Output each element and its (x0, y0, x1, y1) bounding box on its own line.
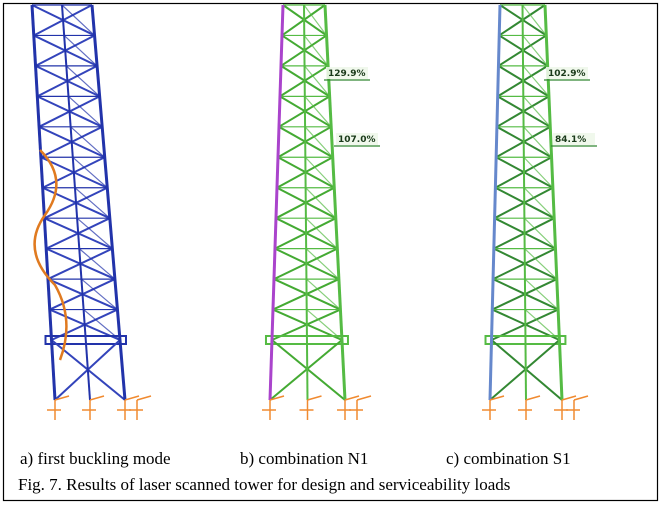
brace (73, 157, 107, 187)
brace (81, 279, 117, 309)
leg (545, 5, 562, 400)
annotation: 102.9% (548, 69, 586, 79)
leg (270, 5, 283, 400)
brace (64, 35, 97, 65)
brace (305, 66, 330, 96)
brace (79, 249, 115, 279)
brace (525, 279, 558, 309)
leg (490, 5, 500, 400)
brace (62, 5, 95, 35)
panel-label: a) first buckling mode (20, 449, 171, 468)
annotation: 107.0% (338, 135, 376, 145)
brace (68, 96, 102, 126)
panel-label: b) combination N1 (240, 449, 368, 468)
figure-caption: Fig. 7. Results of laser scanned tower f… (18, 475, 510, 494)
brace (523, 35, 548, 65)
brace (523, 96, 550, 126)
brace (524, 218, 555, 248)
brace (306, 249, 339, 279)
brace (305, 127, 333, 157)
figure: 129.9% 107.0% 102.9% 84.1% a) first bucklin… (0, 0, 662, 505)
support-arrow (90, 396, 104, 400)
brace (272, 340, 345, 400)
brace (304, 5, 327, 35)
brace (306, 188, 336, 218)
brace (525, 249, 557, 279)
brace (77, 218, 112, 248)
brace (305, 96, 331, 126)
brace (270, 340, 342, 400)
panel-label: c) combination S1 (446, 449, 571, 468)
brace (523, 66, 549, 96)
figure-canvas: 129.9% 107.0% 102.9% 84.1% a) first bucklin… (0, 0, 662, 505)
brace (305, 157, 334, 187)
brace (524, 188, 554, 218)
brace (75, 188, 110, 218)
brace (304, 35, 328, 65)
support-arrow (526, 396, 540, 400)
brace (524, 157, 553, 187)
annotation: 84.1% (555, 135, 586, 145)
brace (306, 279, 340, 309)
brace (523, 5, 547, 35)
brace (524, 127, 552, 157)
leg (92, 5, 125, 400)
leg (325, 5, 345, 400)
towers: 129.9% 107.0% 102.9% 84.1% (32, 5, 597, 420)
brace (306, 218, 337, 248)
brace (71, 127, 105, 157)
annotation: 129.9% (328, 69, 366, 79)
support-arrow (308, 396, 322, 400)
brace (66, 66, 99, 96)
